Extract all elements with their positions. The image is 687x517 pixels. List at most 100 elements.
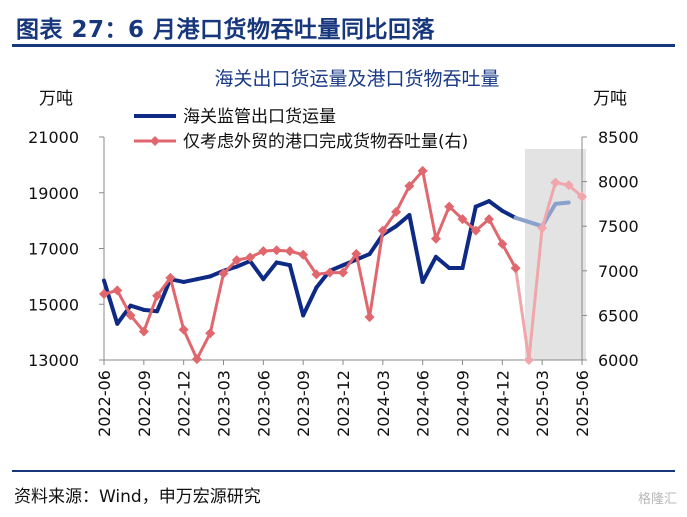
series-1-segment (500, 208, 518, 220)
series-2-point (324, 267, 335, 278)
series-2-segment (354, 252, 372, 319)
series-2-segment (195, 331, 212, 361)
y-right-tick-label: 8500 (598, 128, 639, 147)
series-2-point (99, 288, 109, 299)
series-2-segment (381, 210, 398, 233)
y-right-tick-label: 6000 (598, 351, 639, 370)
series-2-point (125, 310, 136, 321)
series-2-segment (182, 328, 199, 361)
x-tick-label: 2024-12 (493, 370, 512, 437)
y-left-tick-label: 17000 (28, 240, 79, 259)
legend-label-series-1: 海关监管出口货运量 (183, 107, 336, 127)
x-tick-label: 2024-03 (374, 370, 393, 437)
series-1-segment (433, 254, 452, 271)
series-2-point (550, 177, 561, 188)
series-2-segment (168, 276, 186, 332)
y-right-tick-label: 7500 (598, 217, 639, 236)
series-lines (102, 169, 584, 362)
series-1-segment (420, 254, 438, 284)
series-2-point (523, 355, 534, 365)
series-2-segment (394, 184, 411, 214)
series-2-point (563, 180, 574, 191)
series-2-point (417, 165, 428, 176)
series-2-point (258, 246, 269, 257)
series-1-segment (473, 199, 492, 209)
figure-title: 图表 27：6 月港口货物吞吐量同比回落 (16, 17, 436, 43)
series-2-point (165, 272, 176, 283)
y-right-tick-label: 7000 (598, 262, 639, 281)
series-2-segment (487, 217, 504, 246)
series-2-point (537, 222, 548, 233)
series-1-segment (513, 215, 545, 229)
x-tick-label: 2025-06 (573, 370, 592, 437)
left-axis-unit: 万吨 (39, 89, 73, 109)
series-2-segment (368, 229, 385, 319)
y-right-tick-label: 8000 (598, 173, 639, 192)
x-tick-label: 2022-09 (135, 370, 154, 437)
series-2-point (178, 324, 189, 335)
series-2-point (191, 354, 202, 365)
series-2-point (484, 214, 495, 225)
watermark: 格隆汇 (637, 492, 677, 507)
series-2-point (457, 214, 468, 225)
chart-title: 海关出口货运量及港口货物吞吐量 (214, 68, 499, 90)
tick-labels: 13000 15000 17000 19000 21000 6000 6500 7000 750… (28, 128, 639, 437)
y-left-tick-label: 13000 (28, 351, 79, 370)
series-1-segment (155, 277, 173, 314)
series-1-segment (407, 213, 425, 284)
series-2-point (430, 233, 441, 244)
source-note: 资料来源：Wind，申万宏源研究 (14, 487, 261, 507)
series-2-point (298, 249, 309, 260)
series-2-segment (514, 266, 531, 362)
x-tick-label: 2022-12 (175, 370, 194, 437)
header-divider (12, 44, 675, 47)
series-2-point (311, 269, 322, 280)
series-2-point (338, 267, 348, 278)
series-2-point (444, 201, 455, 212)
x-tick-label: 2023-03 (215, 370, 234, 437)
series-markers (99, 165, 587, 365)
series-1-segment (248, 259, 266, 282)
series-2-segment (301, 253, 318, 276)
series-2-segment (115, 288, 133, 317)
legend: 海关监管出口货运量 仅考虑外贸的港口完成货物吞吐量(右) (134, 107, 468, 152)
series-2-segment (527, 226, 544, 362)
x-tick-label: 2022-06 (95, 370, 114, 437)
series-2-point (218, 268, 229, 279)
series-1-segment (181, 277, 199, 284)
series-2-segment (421, 169, 438, 241)
series-2-point (152, 290, 163, 301)
series-2-point (112, 285, 123, 296)
right-axis-unit: 万吨 (593, 89, 627, 109)
series-1-segment (553, 200, 571, 206)
series-2-point (391, 206, 402, 217)
series-2-point (245, 252, 256, 263)
series-2-point (351, 248, 362, 259)
series-1-segment (194, 274, 213, 282)
series-2-point (470, 225, 481, 236)
series-1-segment (301, 285, 319, 318)
series-1-segment (394, 213, 412, 229)
series-2-segment (142, 294, 159, 333)
series-2-point (364, 312, 375, 323)
series-1-segment (261, 260, 279, 282)
series-2-segment (500, 242, 518, 270)
series-1-segment (487, 199, 505, 213)
legend-marker-series-2 (150, 136, 160, 146)
series-2-segment (540, 180, 557, 230)
axes (99, 136, 587, 365)
series-2-point (231, 255, 242, 266)
y-left-tick-label: 21000 (28, 128, 79, 147)
series-2-segment (155, 276, 172, 298)
y-right-tick-label: 6500 (598, 306, 639, 325)
x-tick-label: 2023-09 (294, 370, 313, 437)
footer-divider (12, 470, 675, 472)
series-2-point (377, 225, 388, 236)
series-1-segment (287, 263, 306, 318)
series-2-point (138, 326, 149, 337)
series-2-segment (341, 252, 358, 275)
series-2-point (404, 181, 415, 192)
series-2-segment (434, 205, 451, 241)
series-1-segment (128, 303, 146, 312)
